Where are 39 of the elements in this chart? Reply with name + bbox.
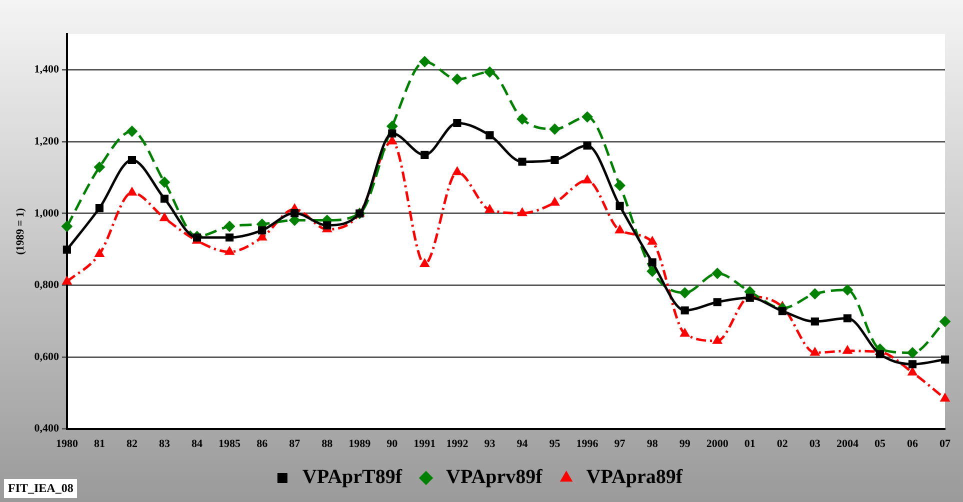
y-tick-label: 0,800 [34,279,60,292]
x-tick-label: 83 [159,438,171,450]
x-tick-label: 01 [744,438,756,450]
y-tick-label: 1,000 [34,207,60,220]
x-tick-label: 07 [940,438,951,450]
x-tick-label: 1996 [576,438,599,450]
x-tick-label: 82 [126,438,138,450]
x-tick-label: 86 [256,438,268,450]
y-tick-label: 1,400 [34,64,60,76]
y-tick-label: 0,600 [34,350,60,363]
x-tick-label: 90 [386,438,398,450]
x-tick-label: 2000 [706,438,729,450]
text: FIT_IEA_08 [4,479,78,498]
x-tick-label: 99 [679,438,691,450]
y-axis-title: (1989 = 1) [14,208,26,255]
legend-label: VPAprT89f [302,466,402,488]
x-tick-label: 1985 [218,438,242,450]
x-tick-label: 1991 [414,438,436,450]
legend-label: VPAprv89f [446,466,543,488]
x-tick-label: 1989 [348,438,372,450]
x-tick-label: 05 [874,438,886,450]
x-tick-label: 1992 [446,438,469,450]
x-tick-label: 98 [646,438,658,450]
x-tick-label: 95 [549,438,561,450]
x-tick-label: 81 [94,438,105,450]
x-tick-label: 94 [516,438,528,450]
x-tick-label: 06 [906,438,918,450]
x-tick-label: 02 [776,438,788,450]
x-tick-label: 88 [322,438,334,450]
y-tick-label: 0,400 [34,422,60,435]
legend-label: VPApra89f [586,466,683,488]
x-tick-label: 1980 [56,438,78,450]
x-tick-label: 84 [192,438,204,450]
x-tick-label: 97 [614,438,626,450]
x-tick-label: 2004 [836,438,859,450]
x-tick-label: 93 [484,438,496,450]
y-tick-label: 1,200 [34,136,60,148]
x-tick-label: 03 [809,438,821,450]
x-tick-label: 87 [289,438,301,450]
